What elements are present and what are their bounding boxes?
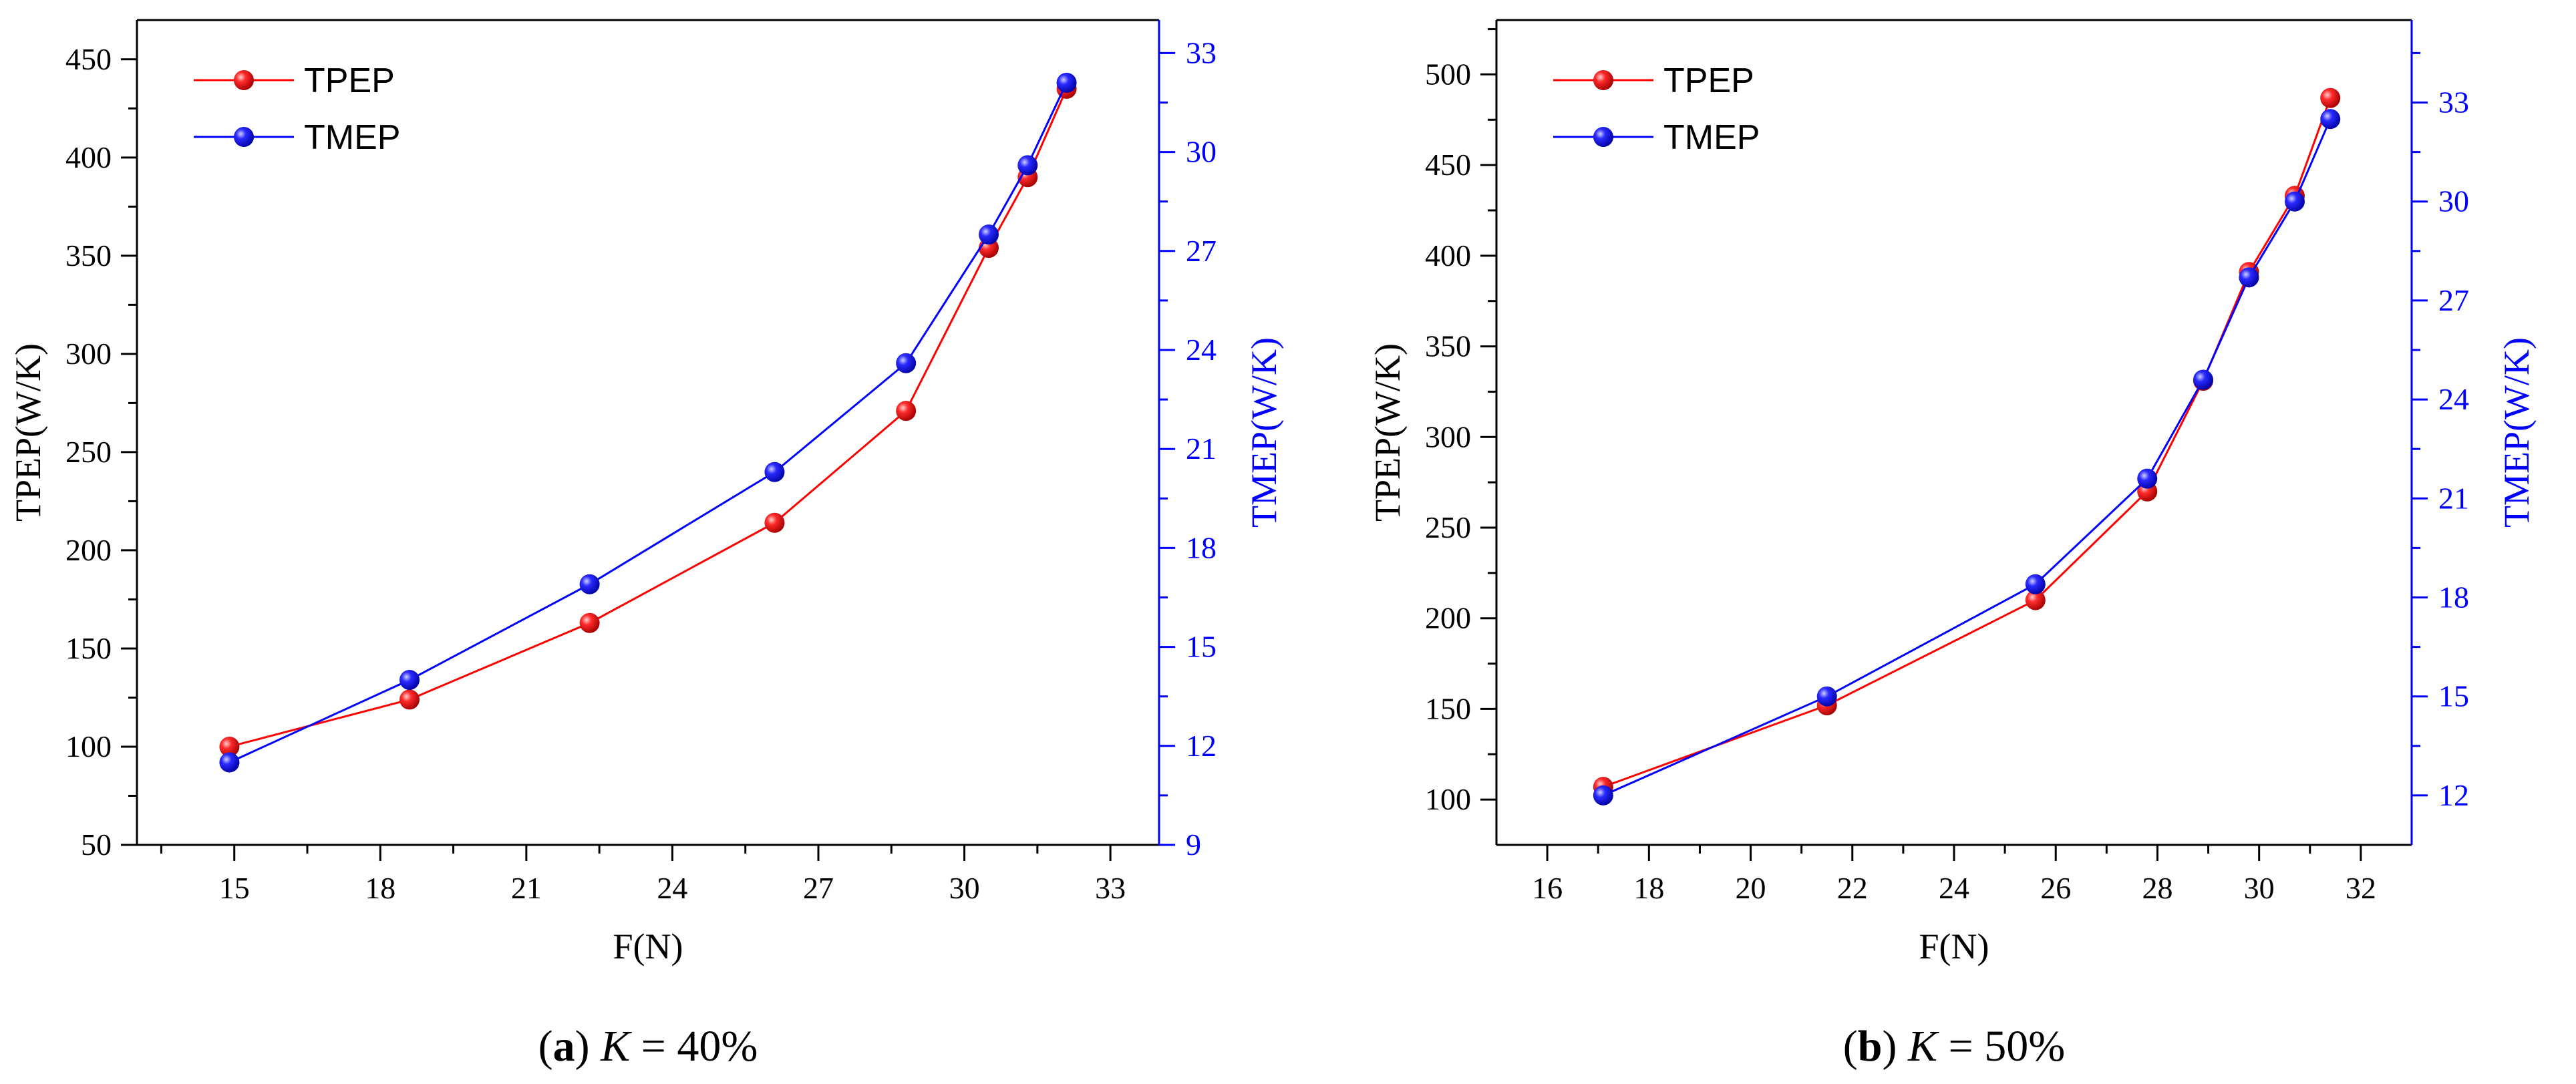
tpep-point bbox=[2320, 87, 2341, 108]
y2-tick-label: 12 bbox=[1186, 729, 1217, 763]
y-tick-label: 100 bbox=[65, 729, 112, 763]
y-axis-label: TPEP(W/K) bbox=[8, 343, 48, 522]
y-tick-label: 50 bbox=[81, 828, 112, 862]
y-tick-label: 300 bbox=[65, 337, 112, 371]
panel-a-chart: 15 18 21 24 27 30 33 50 100 150 200 250 300 350 400 450… bbox=[8, 19, 1284, 1071]
legend-tpep-label: TPEP bbox=[1663, 61, 1754, 100]
y-tick-label: 400 bbox=[1425, 238, 1471, 273]
y2-tick-label: 27 bbox=[1186, 234, 1217, 268]
legend-tmep-marker bbox=[234, 127, 254, 147]
y-tick-label: 100 bbox=[1425, 782, 1471, 816]
y-tick-label: 250 bbox=[1425, 510, 1471, 544]
tpep-point bbox=[2025, 590, 2046, 610]
y2-tick-label: 15 bbox=[2438, 679, 2469, 713]
y2-tick-label: 33 bbox=[1186, 35, 1217, 69]
y-tick-label: 250 bbox=[65, 435, 112, 469]
tmep-point bbox=[1816, 686, 1837, 707]
y-tick-label: 350 bbox=[1425, 329, 1471, 363]
legend-tmep-label: TMEP bbox=[1663, 118, 1760, 157]
y2-tick-label: 33 bbox=[2438, 85, 2469, 120]
tmep-point bbox=[219, 752, 240, 773]
y2-tick-label: 9 bbox=[1186, 828, 1201, 862]
tpep-point bbox=[399, 689, 420, 710]
y-tick-label: 200 bbox=[65, 533, 112, 567]
x-tick-label: 30 bbox=[949, 871, 980, 905]
x-tick-label: 32 bbox=[2346, 871, 2376, 905]
x-tick-label: 22 bbox=[1837, 871, 1868, 905]
y2-tick-label: 24 bbox=[2438, 382, 2469, 416]
x-tick-label: 24 bbox=[657, 871, 687, 905]
y-tick-label: 150 bbox=[65, 631, 112, 665]
tmep-point bbox=[2239, 267, 2259, 288]
y-tick-label: 350 bbox=[65, 238, 112, 273]
x-axis-label: F(N) bbox=[613, 926, 683, 966]
legend-tpep-marker bbox=[234, 70, 254, 90]
y2-tick-label: 27 bbox=[2438, 283, 2469, 317]
x-tick-label: 18 bbox=[365, 871, 395, 905]
tpep-point bbox=[219, 736, 240, 757]
tmep-point bbox=[579, 574, 600, 594]
y2-tick-label: 30 bbox=[1186, 135, 1217, 169]
panel-caption: (a) K = 40% bbox=[538, 1022, 758, 1071]
tmep-point bbox=[2320, 109, 2341, 130]
x-tick-label: 16 bbox=[1532, 871, 1563, 905]
panel-b-chart: 16 18 20 22 24 26 28 30 32 100 150 200 250 300 350 400 4… bbox=[1367, 19, 2537, 1071]
y2-tick-label: 12 bbox=[2438, 778, 2469, 812]
tmep-point bbox=[1017, 155, 1038, 176]
y-tick-label: 200 bbox=[1425, 601, 1471, 635]
tmep-point bbox=[979, 224, 999, 245]
tpep-point bbox=[896, 401, 917, 421]
tpep-line bbox=[229, 88, 1068, 748]
x-tick-label: 21 bbox=[511, 871, 542, 905]
y2-tick-label: 24 bbox=[1186, 333, 1217, 367]
y-tick-label: 450 bbox=[65, 42, 112, 76]
tpep-point bbox=[579, 612, 600, 633]
tmep-point bbox=[399, 670, 420, 690]
legend-tmep-label: TMEP bbox=[304, 118, 400, 157]
y-tick-label: 450 bbox=[1425, 148, 1471, 182]
y2-tick-label: 18 bbox=[1186, 530, 1217, 564]
x-tick-label: 24 bbox=[1939, 871, 1969, 905]
tmep-point bbox=[764, 462, 785, 482]
y-tick-label: 300 bbox=[1425, 419, 1471, 454]
x-tick-label: 33 bbox=[1095, 871, 1126, 905]
y2-axis-label: TMEP(W/K) bbox=[1244, 337, 1284, 528]
x-tick-label: 26 bbox=[2040, 871, 2071, 905]
x-tick-label: 15 bbox=[219, 871, 250, 905]
tmep-point bbox=[2137, 468, 2158, 489]
y2-tick-label: 21 bbox=[2438, 481, 2469, 515]
tmep-line bbox=[1603, 118, 2331, 797]
y-tick-label: 500 bbox=[1425, 57, 1471, 91]
tmep-point bbox=[896, 353, 917, 373]
legend-tmep-marker bbox=[1593, 127, 1613, 147]
y-axis-label: TPEP(W/K) bbox=[1367, 343, 1408, 522]
tpep-point bbox=[764, 512, 785, 533]
legend-tpep-label: TPEP bbox=[304, 61, 395, 100]
tmep-point bbox=[1593, 785, 1613, 805]
x-tick-label: 30 bbox=[2244, 871, 2275, 905]
y2-tick-label: 15 bbox=[1186, 630, 1217, 664]
y2-tick-label: 30 bbox=[2438, 184, 2469, 218]
y2-tick-label: 18 bbox=[2438, 580, 2469, 614]
tmep-point bbox=[1056, 72, 1077, 93]
x-tick-label: 28 bbox=[2142, 871, 2172, 905]
tpep-line bbox=[1603, 98, 2331, 788]
x-tick-label: 27 bbox=[803, 871, 834, 905]
y-tick-label: 400 bbox=[65, 140, 112, 174]
tmep-point bbox=[2284, 191, 2305, 212]
legend-tpep-marker bbox=[1593, 70, 1613, 90]
y2-tick-label: 21 bbox=[1186, 431, 1217, 466]
x-tick-label: 20 bbox=[1736, 871, 1766, 905]
y2-axis-label: TMEP(W/K) bbox=[2497, 337, 2537, 528]
tmep-point bbox=[2193, 369, 2213, 390]
x-axis-label: F(N) bbox=[1919, 926, 1989, 966]
tmep-point bbox=[2025, 574, 2046, 594]
tmep-line bbox=[228, 82, 1068, 763]
y-tick-label: 150 bbox=[1425, 691, 1471, 725]
x-tick-label: 18 bbox=[1633, 871, 1664, 905]
panel-caption: (b) K = 50% bbox=[1843, 1022, 2065, 1071]
